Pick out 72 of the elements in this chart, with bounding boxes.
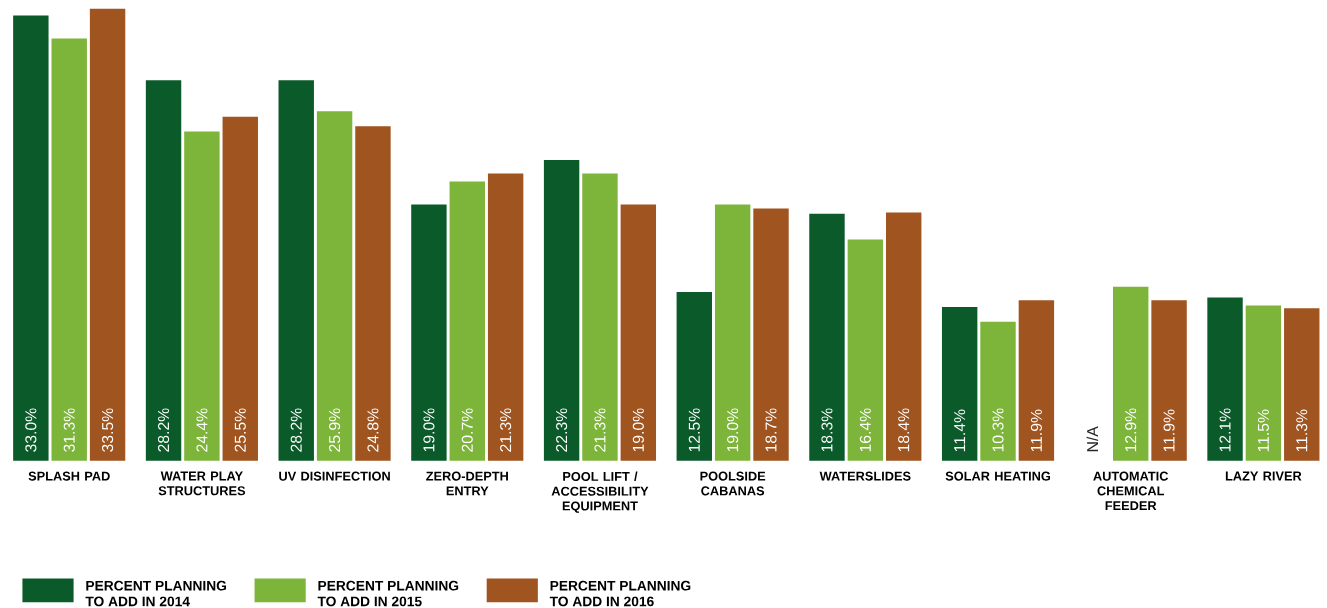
- bar: [222, 116, 258, 461]
- bar: [1151, 300, 1187, 461]
- data-label: 28.2%: [290, 408, 302, 452]
- x-tick-label: WATER PLAY STRUCTURES: [158, 471, 246, 496]
- x-tick-label: POOL LIFT / ACCESSIBILITY EQUIPMENT: [551, 471, 649, 513]
- text: N/A: [1086, 426, 1099, 452]
- x-tick-label: AUTOMATIC CHEMICAL FEEDER: [1093, 471, 1169, 511]
- bar: [145, 80, 182, 461]
- data-label: 22.3%: [556, 408, 568, 452]
- bar: [89, 8, 126, 461]
- legend-label: PERCENT PLANNING TO ADD IN 2014: [85, 580, 227, 607]
- bar: [1207, 297, 1243, 461]
- data-label: 12.1%: [1219, 408, 1231, 452]
- data-label: 19.0%: [632, 408, 644, 452]
- x-tick-label: SPLASH PAD: [28, 471, 110, 481]
- x-tick-label: LAZY RIVER: [1225, 471, 1302, 481]
- bar: [1284, 308, 1320, 461]
- bar: [278, 80, 314, 461]
- data-label: 25.5%: [234, 408, 246, 452]
- data-label: 20.7%: [461, 408, 473, 452]
- data-label: 12.5%: [688, 408, 700, 452]
- bar: [51, 38, 87, 461]
- x-tick-label: SOLAR HEATING: [945, 471, 1051, 481]
- data-label: 24.8%: [367, 408, 379, 452]
- data-label: 11.4%: [954, 409, 966, 452]
- bar: [885, 212, 922, 461]
- bar: [847, 239, 884, 461]
- data-label: 16.4%: [859, 408, 871, 452]
- x-tick-label: ZERO-DEPTH ENTRY: [426, 471, 508, 496]
- data-label: 11.9%: [1030, 409, 1042, 452]
- legend-label: PERCENT PLANNING TO ADD IN 2015: [317, 580, 459, 607]
- data-label: 11.5%: [1257, 409, 1269, 452]
- bar: [355, 126, 391, 461]
- data-label: 11.3%: [1296, 409, 1308, 452]
- bar: [316, 111, 353, 461]
- bar: [487, 173, 524, 461]
- bar: [543, 160, 580, 461]
- data-label: 31.3%: [63, 408, 75, 452]
- data-label: 10.3%: [992, 408, 1004, 452]
- legend-label: PERCENT PLANNING TO ADD IN 2016: [549, 580, 691, 607]
- data-label: 21.3%: [500, 408, 512, 452]
- x-tick-label: POOLSIDE CABANAS: [700, 471, 766, 496]
- bar: [753, 208, 789, 461]
- bar: [620, 204, 657, 461]
- data-label: 18.3%: [821, 408, 833, 452]
- bar: [809, 213, 845, 461]
- data-label: 33.0%: [25, 408, 37, 452]
- x-tick-label: UV DISINFECTION: [279, 471, 390, 481]
- data-label: 25.9%: [329, 408, 341, 452]
- data-label: 18.4%: [898, 408, 910, 452]
- bar: [1245, 305, 1282, 461]
- bar: [13, 15, 49, 461]
- data-label: 18.7%: [765, 408, 777, 452]
- data-label: 24.4%: [196, 408, 208, 452]
- data-label: 21.3%: [594, 408, 606, 452]
- bar: [449, 181, 485, 461]
- bar: [676, 292, 712, 461]
- bar: [714, 204, 751, 461]
- data-label: 28.2%: [157, 408, 170, 452]
- x-tick-label: WATERSLIDES: [819, 471, 911, 481]
- data-label: 19.0%: [727, 408, 739, 452]
- bar: [411, 204, 447, 461]
- bar: [1018, 300, 1055, 461]
- bar: [980, 321, 1016, 461]
- bar: [582, 173, 618, 461]
- bar: [941, 307, 978, 461]
- bar: [184, 131, 220, 461]
- data-label: 19.0%: [423, 408, 435, 452]
- bar: [1113, 286, 1149, 461]
- data-label: 11.9%: [1163, 409, 1175, 452]
- data-label: 12.9%: [1125, 408, 1137, 452]
- data-label: 33.5%: [102, 408, 114, 452]
